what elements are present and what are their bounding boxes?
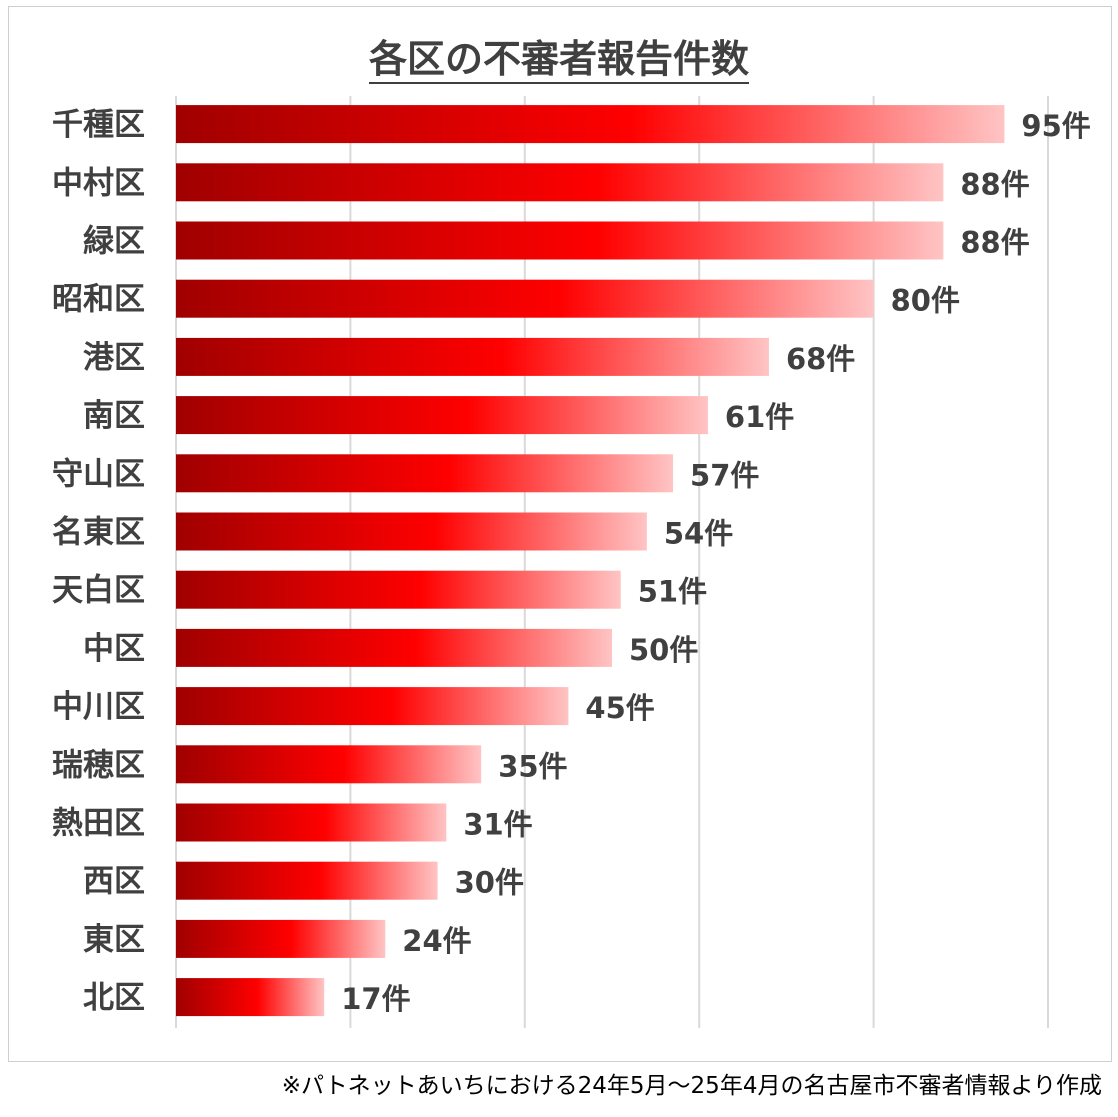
category-label: 港区 [83,340,145,376]
chart-title-text: 各区の不審者報告件数 [368,37,749,84]
source-footnote: ※パトネットあいちにおける24年5月～25年4月の名古屋市不審者情報より作成 [281,1073,1102,1099]
category-label: 千種区 [52,107,145,143]
category-label: 名東区 [52,515,145,551]
value-label: 61件 [725,400,794,434]
bar [176,978,325,1017]
value-label: 31件 [463,808,532,842]
category-label: 北区 [83,980,145,1016]
category-label: 西区 [83,864,145,900]
value-label: 30件 [455,866,524,900]
category-label: 南区 [83,398,145,434]
category-label: 天白区 [52,573,145,609]
value-label: 88件 [960,226,1029,260]
value-label: 45件 [585,691,654,725]
bar [176,279,874,318]
value-label: 54件 [664,517,733,551]
value-label: 51件 [638,575,707,609]
value-label: 35件 [498,749,567,783]
bar [176,861,438,900]
category-label: 中区 [83,631,145,667]
bar [176,570,621,609]
bar [176,105,1005,144]
bar [176,628,612,667]
bar [176,687,569,726]
bar [176,396,708,435]
bar [176,919,386,958]
category-label: 東区 [83,922,145,958]
value-label: 95件 [1021,109,1090,143]
category-label: 緑区 [83,224,145,260]
bar [176,745,482,784]
bar [176,454,674,493]
value-label: 50件 [629,633,698,667]
category-label: 中村区 [52,165,145,201]
value-label: 88件 [960,167,1029,201]
bar [176,163,944,202]
bar [176,803,447,842]
bar [176,221,944,260]
bar [176,337,769,376]
category-label: 中川区 [52,689,145,725]
category-label: 熱田区 [52,806,145,842]
value-label: 24件 [402,924,471,958]
category-label: 守山区 [52,456,145,492]
category-label: 瑞穂区 [52,747,145,783]
value-label: 80件 [891,284,960,318]
chart-title: 各区の不審者報告件数 [0,34,1118,84]
value-label: 17件 [341,982,410,1016]
value-label: 57件 [690,458,759,492]
bars [176,105,1005,1017]
category-label: 昭和区 [52,282,145,318]
bar [176,512,647,551]
value-label: 68件 [786,342,855,376]
